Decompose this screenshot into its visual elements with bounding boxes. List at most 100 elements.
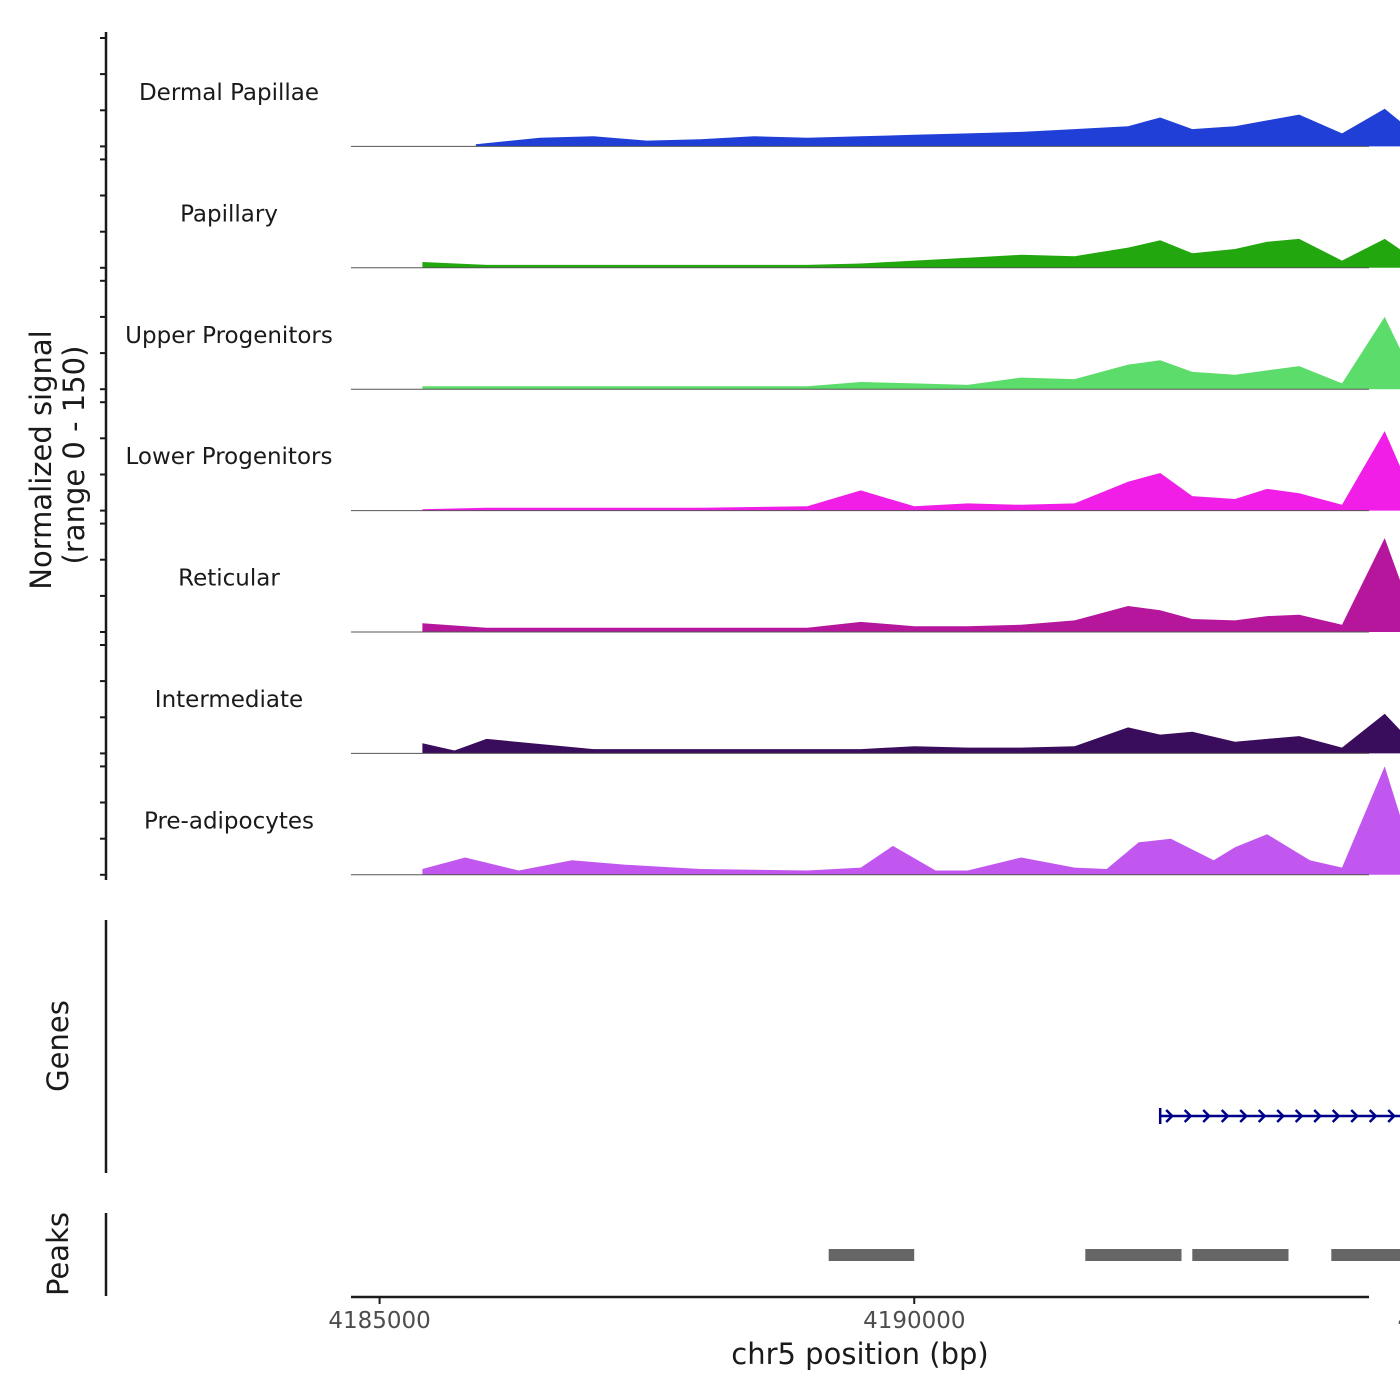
signal-point — [1191, 371, 1193, 373]
signal-point — [1384, 430, 1386, 432]
signal-point — [1020, 131, 1022, 133]
signal-point — [1384, 238, 1386, 240]
signal-point — [485, 627, 487, 629]
signal-point — [592, 627, 594, 629]
signal-point — [699, 138, 701, 140]
signal-point — [1020, 254, 1022, 256]
signal-point — [571, 859, 573, 861]
signal-point — [1191, 618, 1193, 620]
strand-arrow — [1276, 1109, 1285, 1123]
signal-point — [1298, 614, 1300, 616]
strand-arrow — [1220, 1109, 1230, 1123]
signal-point — [1170, 838, 1172, 840]
signal-point — [1234, 498, 1236, 500]
signal-point — [1106, 868, 1108, 870]
signal-point — [1341, 259, 1343, 261]
signal-point — [967, 869, 969, 871]
signal-point — [592, 748, 594, 750]
peaks-panel: Peaks — [41, 1212, 1400, 1296]
signal-point — [1341, 132, 1343, 134]
signal-point — [485, 264, 487, 266]
signal-point — [539, 137, 541, 139]
track-reticular: Reticular — [178, 538, 1400, 633]
signal-point — [806, 505, 808, 507]
signal-point — [1266, 119, 1268, 121]
signal-point — [453, 749, 455, 751]
signal-point — [1384, 765, 1386, 767]
signal-point — [624, 864, 626, 866]
signal-area — [422, 316, 1400, 390]
strand-arrow — [1331, 1109, 1341, 1123]
signal-point — [967, 132, 969, 134]
signal-point — [1073, 745, 1075, 747]
signal-point — [1191, 731, 1193, 733]
track-label: Papillary — [180, 201, 278, 227]
signal-point — [699, 264, 701, 266]
track-lower-progenitors: Lower Progenitors — [126, 430, 1400, 512]
signal-point — [1020, 376, 1022, 378]
signal-point — [1266, 615, 1268, 617]
signal-point — [1073, 619, 1075, 621]
signal-point — [517, 869, 519, 871]
genes-track-label: Genes — [41, 1000, 75, 1092]
signal-point — [1159, 116, 1161, 118]
x-axis-title: chr5 position (bp) — [731, 1337, 988, 1371]
signal-point — [1073, 128, 1075, 130]
signal-point — [1020, 856, 1022, 858]
strand-arrow — [1202, 1109, 1211, 1123]
signal-area — [422, 713, 1400, 754]
signal-point — [1159, 609, 1161, 611]
peak-region — [828, 1249, 915, 1261]
signal-point — [860, 621, 862, 623]
signal-point — [592, 385, 594, 387]
signal-point — [592, 135, 594, 137]
signal-point — [1073, 255, 1075, 257]
gene-models: Mterf1b — [1158, 1108, 1400, 1124]
signal-point — [1266, 833, 1268, 835]
signal-point — [1341, 866, 1343, 868]
signal-point — [967, 384, 969, 386]
signal-point — [699, 868, 701, 870]
signal-point — [1266, 488, 1268, 490]
x-axis: 4185000419000041950004200000 chr5 positi… — [328, 1295, 1400, 1371]
strand-arrow — [1239, 1109, 1248, 1123]
signal-point — [1127, 363, 1129, 365]
track-dermal-papillae: Dermal Papillae — [139, 80, 1400, 147]
signal-point — [913, 134, 915, 136]
track-intermediate: Intermediate — [155, 687, 1400, 754]
signal-point — [485, 507, 487, 509]
signal-point — [421, 868, 423, 870]
signal-point — [1191, 128, 1193, 130]
signal-point — [1341, 624, 1343, 626]
track-papillary: Papillary — [180, 201, 1400, 269]
signal-point — [421, 261, 423, 263]
signal-point — [421, 622, 423, 624]
genes-panel: Genes Mterf1b — [41, 920, 1400, 1173]
signal-point — [699, 507, 701, 509]
signal-y-ticks — [100, 37, 106, 876]
signal-point — [806, 137, 808, 139]
signal-point — [860, 262, 862, 264]
signal-point — [421, 742, 423, 744]
signal-point — [1309, 859, 1311, 861]
signal-point — [860, 135, 862, 137]
signal-point — [1020, 504, 1022, 506]
peak-region — [1085, 1249, 1182, 1261]
signal-point — [699, 748, 701, 750]
signal-point — [934, 869, 936, 871]
strand-arrow — [1294, 1109, 1304, 1123]
strand-arrow — [1387, 1109, 1396, 1123]
signal-tracks: Dermal Papillae Papillary Upper Progenitor… — [125, 80, 1400, 876]
signal-point — [485, 738, 487, 740]
signal-point — [860, 748, 862, 750]
peak-regions — [828, 1249, 1400, 1261]
signal-point — [967, 257, 969, 259]
signal-area — [422, 238, 1400, 268]
track-label: Reticular — [178, 566, 280, 592]
signal-point — [1191, 252, 1193, 254]
signal-point — [967, 502, 969, 504]
signal-point — [806, 385, 808, 387]
signal-point — [1341, 746, 1343, 748]
signal-point — [1234, 248, 1236, 250]
